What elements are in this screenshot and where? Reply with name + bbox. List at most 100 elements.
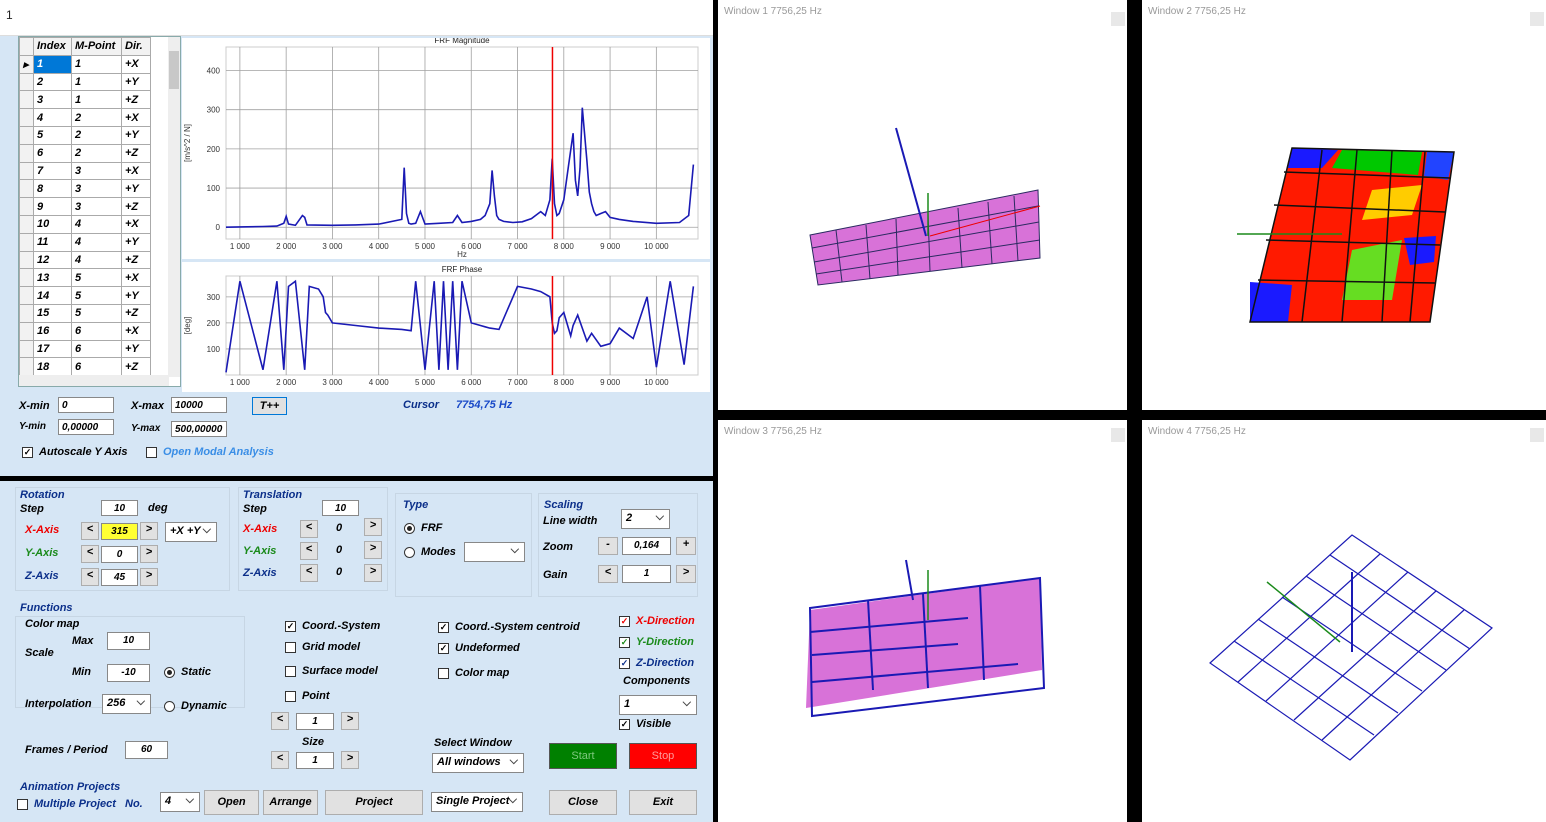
- cell-dir[interactable]: +Y: [121, 232, 151, 252]
- grid-vertical-scrollbar[interactable]: [168, 37, 180, 377]
- cell-mpoint[interactable]: 3: [71, 179, 122, 199]
- cell-mpoint[interactable]: 4: [71, 250, 122, 270]
- cell-mpoint[interactable]: 2: [71, 108, 122, 127]
- row-indicator[interactable]: [19, 339, 34, 359]
- table-row[interactable]: 4 2 +X: [19, 108, 151, 127]
- window-2-menu-icon[interactable]: [1530, 12, 1544, 26]
- cell-index[interactable]: 1: [33, 54, 72, 74]
- table-row[interactable]: 17 6 +Y: [19, 339, 151, 359]
- cell-mpoint[interactable]: 3: [71, 197, 122, 216]
- cell-index[interactable]: 11: [33, 232, 72, 252]
- t-plus-plus-button[interactable]: T++: [252, 397, 287, 415]
- table-row[interactable]: 13 5 +X: [19, 268, 151, 288]
- colormap-min-input[interactable]: -10: [107, 664, 150, 682]
- column-header-index[interactable]: Index: [33, 37, 72, 56]
- size-dec-button[interactable]: <: [271, 751, 289, 769]
- rotation-z-dec-button[interactable]: <: [81, 568, 99, 586]
- cell-index[interactable]: 18: [33, 357, 72, 377]
- row-indicator[interactable]: [19, 303, 34, 323]
- grid-horizontal-scrollbar[interactable]: [19, 375, 169, 386]
- modes-select[interactable]: [464, 542, 525, 562]
- cell-mpoint[interactable]: 2: [71, 143, 122, 163]
- visible-checkbox[interactable]: ✓ Visible: [619, 718, 671, 730]
- dynamic-radio[interactable]: Dynamic: [164, 700, 227, 712]
- cell-dir[interactable]: +Z: [121, 90, 151, 110]
- y-direction-checkbox[interactable]: ✓ Y-Direction: [619, 636, 694, 648]
- row-indicator[interactable]: [19, 197, 34, 216]
- table-row[interactable]: 9 3 +Z: [19, 197, 151, 216]
- open-modal-checkbox[interactable]: Open Modal Analysis: [146, 446, 274, 458]
- column-header-dir[interactable]: Dir.: [121, 37, 151, 56]
- window-3-menu-icon[interactable]: [1111, 428, 1125, 442]
- coord-system-checkbox[interactable]: ✓ Coord.-System: [285, 620, 380, 632]
- cell-dir[interactable]: +X: [121, 321, 151, 341]
- cell-mpoint[interactable]: 3: [71, 161, 122, 181]
- cell-dir[interactable]: +Z: [121, 197, 151, 216]
- cell-mpoint[interactable]: 5: [71, 268, 122, 288]
- frames-input[interactable]: 60: [125, 741, 168, 759]
- row-indicator[interactable]: [19, 321, 34, 341]
- gain-inc-button[interactable]: >: [676, 565, 696, 583]
- cell-index[interactable]: 6: [33, 143, 72, 163]
- interpolation-select[interactable]: 256: [102, 694, 151, 714]
- row-indicator[interactable]: [19, 179, 34, 199]
- row-indicator[interactable]: [19, 214, 34, 234]
- cell-index[interactable]: 12: [33, 250, 72, 270]
- view-window-3[interactable]: Window 3 7756,25 Hz: [718, 420, 1127, 822]
- frf-magnitude-chart[interactable]: 1 000 2 000 3 000 4 000 5 000 6 000 7 000 8 000…: [182, 36, 710, 259]
- project-button[interactable]: Project: [325, 790, 423, 815]
- cell-mpoint[interactable]: 1: [71, 90, 122, 110]
- open-button[interactable]: Open: [204, 790, 259, 815]
- zoom-input[interactable]: 0,164: [622, 537, 671, 555]
- view-window-2[interactable]: Window 2 7756,25 Hz: [1142, 0, 1546, 410]
- measurement-grid[interactable]: Index M-Point Dir. ▸ 1 1 +X 2 1 +Y 3 1 +Z 4 2 +X 5 2 +Y…: [18, 36, 181, 387]
- cell-dir[interactable]: +X: [121, 214, 151, 234]
- table-row[interactable]: 2 1 +Y: [19, 72, 151, 92]
- row-indicator[interactable]: [19, 268, 34, 288]
- table-row[interactable]: 3 1 +Z: [19, 90, 151, 110]
- stop-button[interactable]: Stop: [629, 743, 697, 769]
- rotation-x-inc-button[interactable]: >: [140, 522, 158, 540]
- scrollbar-thumb[interactable]: [169, 51, 179, 89]
- cell-mpoint[interactable]: 4: [71, 232, 122, 252]
- cell-dir[interactable]: +Z: [121, 357, 151, 377]
- cell-dir[interactable]: +X: [121, 161, 151, 181]
- point-dec-button[interactable]: <: [271, 712, 289, 730]
- row-indicator[interactable]: [19, 143, 34, 163]
- size-inc-button[interactable]: >: [341, 751, 359, 769]
- table-row[interactable]: 5 2 +Y: [19, 125, 151, 145]
- z-direction-checkbox[interactable]: ✓ Z-Direction: [619, 657, 694, 669]
- rotation-y-dec-button[interactable]: <: [81, 545, 99, 563]
- cell-mpoint[interactable]: 5: [71, 303, 122, 323]
- rotation-z-input[interactable]: 45: [101, 569, 138, 586]
- autoscale-checkbox[interactable]: ✓ Autoscale Y Axis: [22, 446, 127, 458]
- rotation-y-input[interactable]: 0: [101, 546, 138, 563]
- rotation-x-input[interactable]: 315: [101, 523, 138, 540]
- view-window-4[interactable]: Window 4 7756,25 Hz: [1142, 420, 1546, 822]
- zoom-dec-button[interactable]: -: [598, 537, 618, 555]
- table-row[interactable]: 8 3 +Y: [19, 179, 151, 199]
- view-select[interactable]: +X +Y: [165, 522, 217, 542]
- cell-mpoint[interactable]: 1: [71, 54, 122, 74]
- table-row[interactable]: 6 2 +Z: [19, 143, 151, 163]
- cell-index[interactable]: 10: [33, 214, 72, 234]
- close-button[interactable]: Close: [549, 790, 617, 815]
- translation-x-dec-button[interactable]: <: [300, 520, 318, 538]
- single-project-select[interactable]: Single Project: [431, 792, 523, 812]
- table-row[interactable]: ▸ 1 1 +X: [19, 54, 151, 74]
- row-indicator[interactable]: [19, 232, 34, 252]
- frf-phase-chart[interactable]: 1 000 2 000 3 000 4 000 5 000 6 000 7 000 8 000…: [182, 262, 710, 392]
- start-button[interactable]: Start: [549, 743, 617, 769]
- modes-radio[interactable]: Modes: [404, 546, 456, 558]
- cell-dir[interactable]: +X: [121, 108, 151, 127]
- cell-dir[interactable]: +Y: [121, 179, 151, 199]
- row-indicator[interactable]: [19, 108, 34, 127]
- row-indicator[interactable]: [19, 72, 34, 92]
- row-indicator[interactable]: [19, 250, 34, 270]
- window-4-menu-icon[interactable]: [1530, 428, 1544, 442]
- cell-dir[interactable]: +Y: [121, 286, 151, 305]
- cell-dir[interactable]: +X: [121, 268, 151, 288]
- cell-dir[interactable]: +Y: [121, 339, 151, 359]
- cell-index[interactable]: 13: [33, 268, 72, 288]
- cell-dir[interactable]: +X: [121, 54, 151, 74]
